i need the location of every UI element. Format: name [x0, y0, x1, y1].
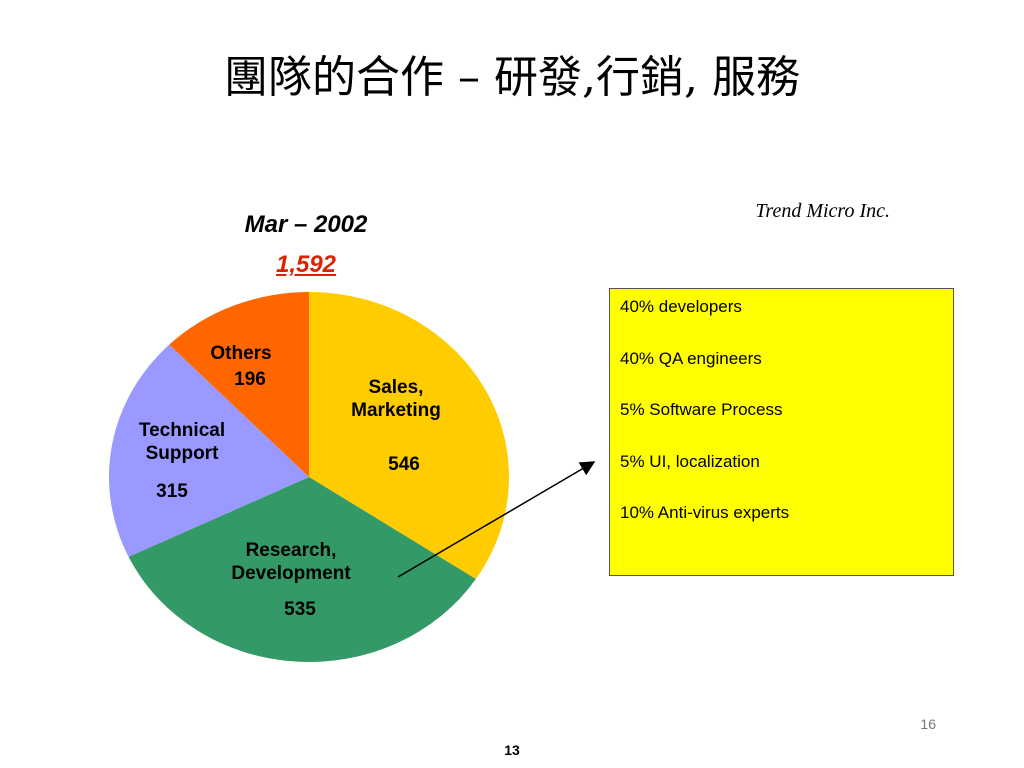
slice-label: Sales, — [369, 377, 424, 398]
chart-title: Mar – 2002 — [244, 211, 368, 238]
slice-value-label: 315 — [156, 481, 188, 502]
footer-number: 13 — [504, 742, 520, 758]
pie-slice — [128, 477, 476, 663]
note-item: 5% UI, localization — [620, 451, 760, 471]
company-name: Trend Micro Inc. — [755, 200, 890, 222]
slice-label: Support — [146, 443, 219, 464]
pie-slice — [309, 292, 509, 580]
slice-label: Others — [210, 343, 271, 364]
note-item: 5% Software Process — [620, 400, 783, 419]
slice-label: Technical — [139, 420, 225, 441]
note-item: 40% QA engineers — [620, 348, 762, 368]
chart-total: 1,592 — [275, 251, 337, 278]
slice-value-label: 546 — [388, 454, 420, 475]
pie-slice — [108, 344, 309, 557]
slice-label: Research, — [246, 540, 337, 561]
notes-box: 40% developers 40% QA engineers 5% Softw… — [609, 288, 954, 576]
note-item: 10% Anti-virus experts — [620, 503, 790, 522]
slice-value-label: 196 — [234, 369, 266, 390]
slice-label: Development — [231, 563, 351, 584]
slice-value-label: 535 — [284, 599, 316, 620]
slice-label: Marketing — [351, 400, 441, 421]
note-item: 40% developers — [620, 297, 742, 316]
slide-title: 團隊的合作 – 研發,行銷, 服務 — [224, 52, 800, 103]
callout-arrow — [397, 461, 596, 578]
pie-slice — [169, 292, 309, 477]
page-number: 16 — [920, 716, 936, 732]
